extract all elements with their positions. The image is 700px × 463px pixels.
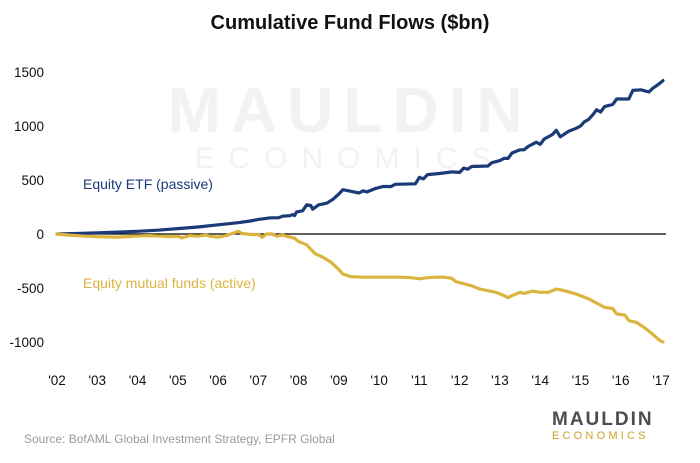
x-tick-label: '17 [652, 373, 670, 388]
x-tick-label: '11 [411, 373, 428, 388]
x-tick-label: '05 [169, 373, 187, 388]
mutual-fund-series-label: Equity mutual funds (active) [83, 275, 256, 291]
y-tick-label: 500 [21, 173, 44, 188]
x-tick-label: '14 [531, 373, 549, 388]
logo-top-text: MAULDIN [552, 409, 654, 430]
x-tick-label: '10 [370, 373, 388, 388]
logo-bottom-text: ECONOMICS [552, 430, 649, 442]
x-tick-label: '13 [491, 373, 509, 388]
mauldin-logo: MAULDIN ECONOMICS [552, 410, 682, 443]
x-tick-label: '08 [290, 373, 308, 388]
x-tick-label: '06 [209, 373, 227, 388]
x-tick-label: '07 [250, 373, 268, 388]
x-tick-label: '02 [48, 373, 66, 388]
etf-series-line [55, 79, 665, 236]
x-tick-label: '15 [572, 373, 590, 388]
x-tick-label: '09 [330, 373, 348, 388]
y-tick-label: -1000 [9, 335, 44, 350]
y-tick-label: 0 [36, 227, 44, 242]
y-tick-label: 1000 [14, 119, 44, 134]
y-tick-label: -500 [17, 281, 44, 296]
source-note: Source: BofAML Global Investment Strateg… [24, 432, 335, 446]
etf-series-label: Equity ETF (passive) [83, 176, 213, 192]
x-tick-label: '16 [612, 373, 630, 388]
y-tick-label: 1500 [14, 65, 44, 80]
x-tick-label: '12 [451, 373, 469, 388]
x-tick-label: '03 [88, 373, 106, 388]
chart-title: Cumulative Fund Flows ($bn) [210, 12, 490, 34]
x-tick-label: '04 [129, 373, 147, 388]
mutual-fund-series-line [55, 229, 665, 344]
